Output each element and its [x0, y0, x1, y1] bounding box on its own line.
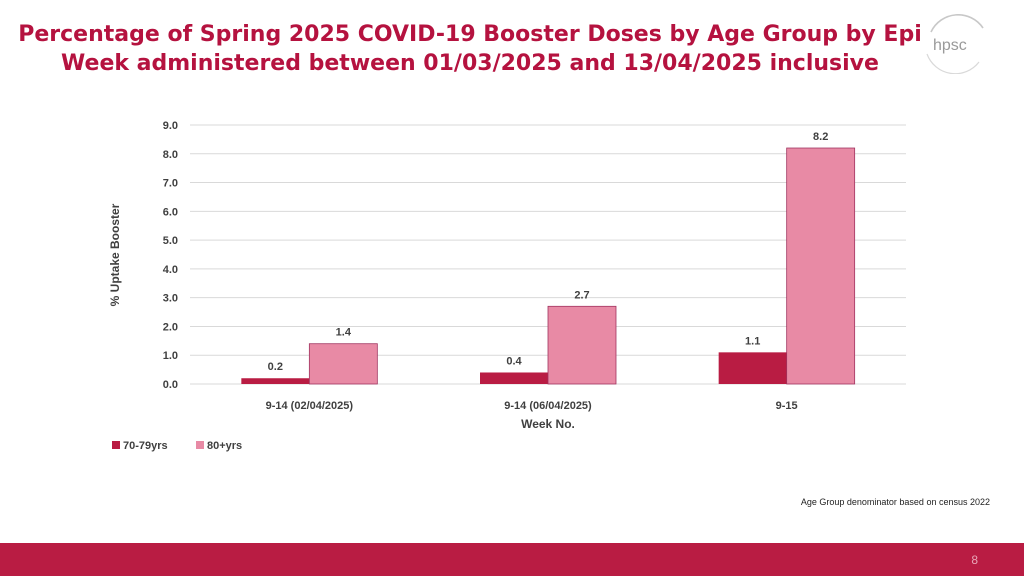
legend-swatch: [196, 441, 204, 449]
data-label: 0.4: [506, 355, 522, 367]
x-axis-label: Week No.: [521, 417, 575, 431]
bar-70-79yrs-2: [718, 352, 787, 384]
x-tick-label: 9-14 (06/04/2025): [504, 400, 592, 412]
legend-swatch: [112, 441, 120, 449]
chart-title: Percentage of Spring 2025 COVID-19 Boost…: [0, 20, 940, 78]
data-label: 8.2: [813, 131, 828, 143]
y-tick-label: 5.0: [163, 235, 178, 247]
data-label: 1.1: [745, 335, 760, 347]
y-tick-label: 9.0: [163, 120, 178, 132]
x-tick-label: 9-15: [776, 400, 798, 412]
data-label: 1.4: [336, 327, 352, 339]
logo-arc-bottom: [926, 53, 980, 74]
logo-arc-top: [930, 14, 984, 33]
footnote: Age Group denominator based on census 20…: [800, 497, 990, 507]
x-tick-labels: 9-14 (02/04/2025) 9-14 (06/04/2025) 9-15: [266, 400, 798, 412]
bar-chart: 0.0 1.0 2.0 3.0 4.0 5.0 6.0 7.0 8.0 9.0 0.2 1.4 0.4…: [108, 120, 906, 452]
page-number: 8: [971, 553, 978, 567]
y-tick-label: 3.0: [163, 293, 178, 305]
y-tick-label: 6.0: [163, 206, 178, 218]
logo-text: hpsc: [933, 37, 967, 54]
data-label: 2.7: [574, 289, 589, 301]
legend: 70-79yrs 80+yrs: [112, 440, 242, 452]
data-labels: 0.2 1.4 0.4 2.7 1.1 8.2: [268, 131, 829, 373]
hpsc-logo-icon: hpsc: [926, 14, 984, 74]
y-tick-label: 2.0: [163, 321, 178, 333]
y-tick-label: 7.0: [163, 178, 178, 190]
y-tick-label: 8.0: [163, 149, 178, 161]
x-tick-label: 9-14 (02/04/2025): [266, 400, 354, 412]
y-tick-label: 0.0: [163, 379, 178, 391]
data-label: 0.2: [268, 361, 283, 373]
chart-title-line-2: Week administered between 01/03/2025 and…: [61, 51, 879, 76]
legend-label: 70-79yrs: [123, 440, 168, 452]
y-axis-label: % Uptake Booster: [108, 203, 122, 306]
bar-70-79yrs-1: [480, 372, 548, 384]
bar-80+yrs-0: [308, 343, 378, 385]
bar-70-79yrs-0: [241, 378, 310, 384]
y-tick-label: 1.0: [163, 350, 178, 362]
footer-band: [0, 543, 1024, 576]
chart-title-line-1: Percentage of Spring 2025 COVID-19 Boost…: [18, 22, 922, 47]
bar-80+yrs-2: [786, 147, 856, 385]
y-tick-labels: 0.0 1.0 2.0 3.0 4.0 5.0 6.0 7.0 8.0 9.0: [163, 120, 178, 391]
bars: [241, 147, 856, 385]
bar-80+yrs-1: [547, 305, 617, 385]
legend-label: 80+yrs: [207, 440, 242, 452]
y-tick-label: 4.0: [163, 264, 178, 276]
